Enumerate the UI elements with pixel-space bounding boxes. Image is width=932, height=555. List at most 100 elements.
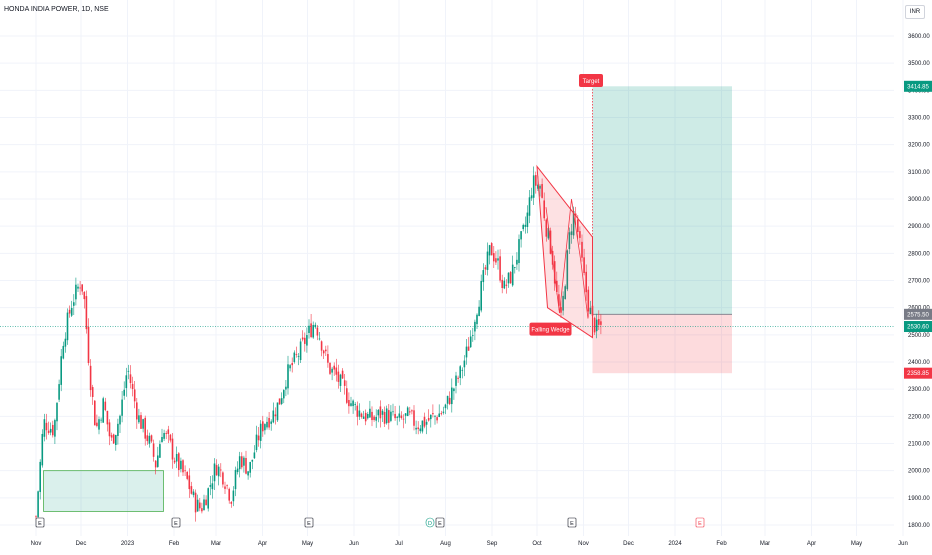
candle-body [432,413,434,415]
event-marker[interactable] [425,517,435,528]
y-axis-tick-label: 3200.00 [908,143,930,149]
candle-body [49,428,52,433]
candle-body [96,422,98,426]
candle-body [138,415,140,423]
candle-body [388,410,390,423]
candle-body [532,175,535,198]
candle-body [362,416,365,419]
candle-body [564,286,566,300]
candle-body [291,363,293,366]
candle-body [203,499,205,510]
candle-body [293,352,296,362]
candle-body [448,397,451,405]
y-axis-tick-label: 3000.00 [908,197,930,203]
x-axis-tick-label: Feb [716,541,727,547]
event-marker-label[interactable]: E [307,521,311,527]
event-marker-label[interactable]: E [698,521,702,527]
candle-body [600,321,602,325]
candle-body [587,289,590,312]
candle-body [331,368,333,373]
candle-body [474,321,476,332]
candle-body [442,411,445,413]
y-axis-tick-label: 1800.00 [908,523,930,529]
candle-body [232,490,235,502]
candle-body [201,508,203,512]
candle-body [453,388,455,392]
candle-body [369,408,371,418]
candle-body [52,424,54,436]
x-axis-tick-label: Oct [532,541,542,547]
candle-body [560,307,562,313]
candle-body [507,272,510,284]
profit-zone [592,86,732,315]
y-axis-tick-label: 2300.00 [908,387,930,393]
candle-body [413,410,415,426]
candle-body [301,337,304,340]
candle-body [129,374,132,384]
candle-body [79,287,81,289]
candle-body [228,488,230,501]
candle-body [215,465,218,476]
candle-body [165,433,167,434]
candle-body [175,453,178,462]
event-marker-label[interactable]: E [570,521,574,527]
candle-body [146,435,149,442]
candle-body [346,388,348,403]
candle-body [133,389,136,402]
candle-body [91,387,94,397]
candle-body [348,400,350,407]
candle-body [339,374,342,386]
candle-body [528,197,531,216]
event-marker[interactable] [35,517,45,528]
candle-body [503,280,506,289]
candle-body [539,185,541,189]
candle-body [495,258,497,263]
event-marker-label[interactable]: E [174,521,178,527]
price-tag-label: 2358.85 [907,371,929,377]
y-axis-tick-label: 2200.00 [908,414,930,420]
candle-body [247,471,249,476]
event-marker[interactable] [567,517,577,528]
x-axis-tick-label: Feb [169,541,180,547]
candle-body [112,434,115,444]
candle-body [161,437,163,443]
event-marker-label[interactable]: E [438,521,442,527]
event-marker-label[interactable]: E [38,521,42,527]
x-axis-tick-label: Mar [760,541,770,547]
event-marker[interactable] [695,517,705,528]
candle-body [144,417,146,439]
candle-body [62,345,65,359]
candle-body [266,421,268,428]
candle-body [68,309,71,314]
pattern-label-box [529,322,572,336]
event-marker-label[interactable]: D [428,521,432,527]
currency-badge[interactable]: INR [905,5,925,19]
candle-body [236,468,239,473]
candle-body [207,488,209,509]
candle-body [270,421,272,424]
candle-body [562,295,564,311]
candle-body [593,317,596,333]
event-marker[interactable] [435,517,445,528]
candle-body [451,387,453,405]
candle-body [444,404,447,409]
event-marker[interactable] [304,517,314,528]
candle-body [85,296,88,330]
candle-body [41,433,44,466]
candle-body [211,483,214,490]
candle-body [493,253,495,262]
candle-body [352,400,354,407]
x-axis-tick-label: 2024 [668,541,682,547]
candle-body [511,264,514,286]
candle-body [304,337,306,344]
candle-body [419,428,422,432]
candle-body [375,416,377,421]
candle-body [142,419,144,429]
candle-body [54,420,56,437]
event-marker[interactable] [171,517,181,528]
x-axis-tick-label: Dec [76,541,87,547]
candle-body [169,434,172,441]
candle-body [196,499,199,512]
